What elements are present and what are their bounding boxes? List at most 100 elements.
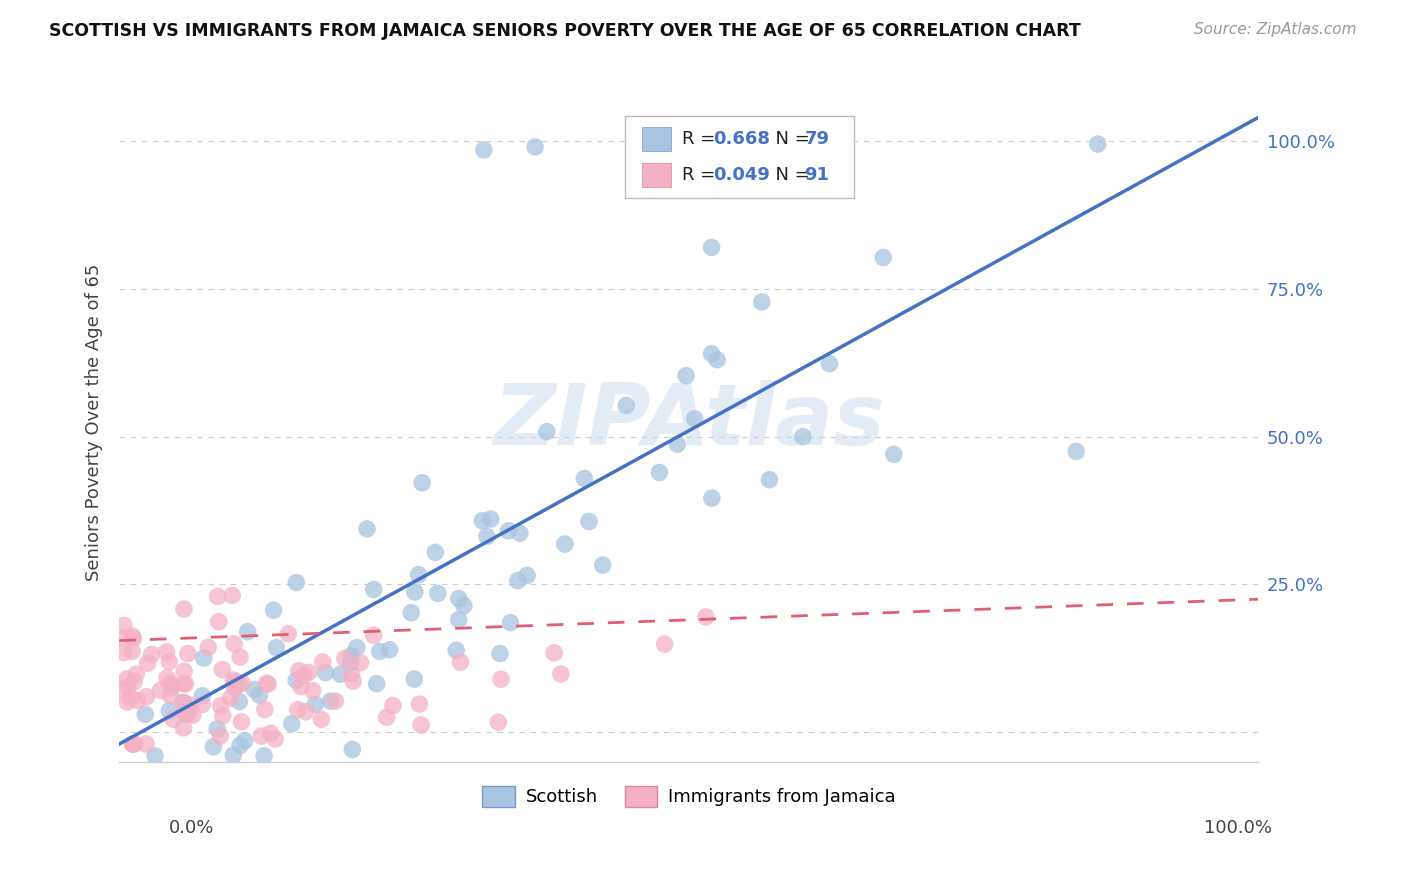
Point (356, 522, 378, 536)
Point (666, 437, 689, 451)
Point (516, 568, 538, 582)
Point (264, 731, 287, 746)
Point (700, 240, 723, 254)
Point (159, 689, 181, 703)
Point (156, 671, 179, 685)
Point (381, 698, 404, 713)
Point (368, 644, 391, 658)
Point (135, 737, 157, 751)
Point (475, 529, 498, 543)
Point (135, 690, 157, 704)
Point (408, 697, 430, 711)
Point (675, 368, 697, 383)
Point (117, 680, 139, 694)
Point (211, 708, 233, 723)
Text: N =: N = (763, 166, 815, 184)
Point (683, 412, 706, 426)
Point (157, 655, 180, 669)
Point (399, 606, 422, 620)
Point (173, 677, 195, 691)
Point (224, 681, 246, 695)
Point (224, 675, 246, 690)
Point (550, 667, 572, 681)
Point (157, 704, 180, 718)
Point (224, 637, 246, 651)
Point (654, 637, 676, 651)
Point (228, 694, 250, 708)
Point (447, 613, 470, 627)
Point (122, 632, 145, 646)
Point (472, 143, 495, 157)
Text: N =: N = (763, 129, 815, 148)
Point (197, 640, 219, 655)
Point (160, 681, 183, 695)
Point (191, 689, 214, 703)
Point (342, 742, 364, 756)
Point (1087, 136, 1109, 151)
Point (177, 647, 200, 661)
Point (378, 642, 401, 657)
Point (524, 140, 547, 154)
Text: R =: R = (682, 129, 721, 148)
Point (177, 706, 200, 721)
Point (453, 599, 475, 613)
Point (288, 664, 311, 678)
Point (818, 357, 841, 371)
Point (174, 677, 197, 691)
Point (127, 693, 149, 707)
Point (243, 682, 266, 697)
Point (700, 347, 723, 361)
Point (290, 680, 312, 694)
Point (222, 673, 245, 687)
Point (176, 707, 198, 722)
Point (191, 698, 214, 712)
Point (125, 667, 148, 681)
Point (311, 712, 333, 726)
Point (536, 425, 558, 439)
Text: R =: R = (682, 166, 721, 184)
Point (499, 615, 522, 630)
Point (349, 656, 371, 670)
Point (366, 676, 388, 690)
Point (120, 691, 142, 706)
Point (447, 591, 470, 606)
Point (122, 674, 145, 689)
Point (498, 524, 520, 538)
Point (408, 567, 430, 582)
Point (173, 665, 195, 679)
Point (236, 624, 259, 639)
Point (363, 628, 385, 642)
Point (449, 655, 471, 669)
Point (489, 647, 512, 661)
Point (872, 251, 894, 265)
Text: 79: 79 (804, 129, 830, 148)
Point (277, 627, 299, 641)
Point (543, 646, 565, 660)
Text: Source: ZipAtlas.com: Source: ZipAtlas.com (1194, 22, 1357, 37)
Point (257, 677, 280, 691)
Point (287, 702, 309, 716)
Point (486, 715, 509, 730)
Point (506, 574, 529, 588)
Point (706, 352, 728, 367)
Point (260, 726, 283, 740)
Point (363, 582, 385, 597)
Point (329, 667, 352, 681)
Point (209, 698, 232, 713)
Point (695, 610, 717, 624)
Point (222, 748, 245, 763)
Point (205, 722, 228, 736)
Point (425, 545, 447, 559)
Point (173, 721, 195, 735)
Point (112, 646, 135, 660)
Text: 0.049: 0.049 (713, 166, 770, 184)
Point (108, 631, 131, 645)
Point (121, 629, 143, 643)
Point (174, 705, 197, 719)
Point (172, 696, 194, 710)
Point (149, 683, 172, 698)
Point (231, 714, 253, 729)
Point (155, 645, 177, 659)
Point (304, 698, 326, 712)
Point (285, 575, 308, 590)
